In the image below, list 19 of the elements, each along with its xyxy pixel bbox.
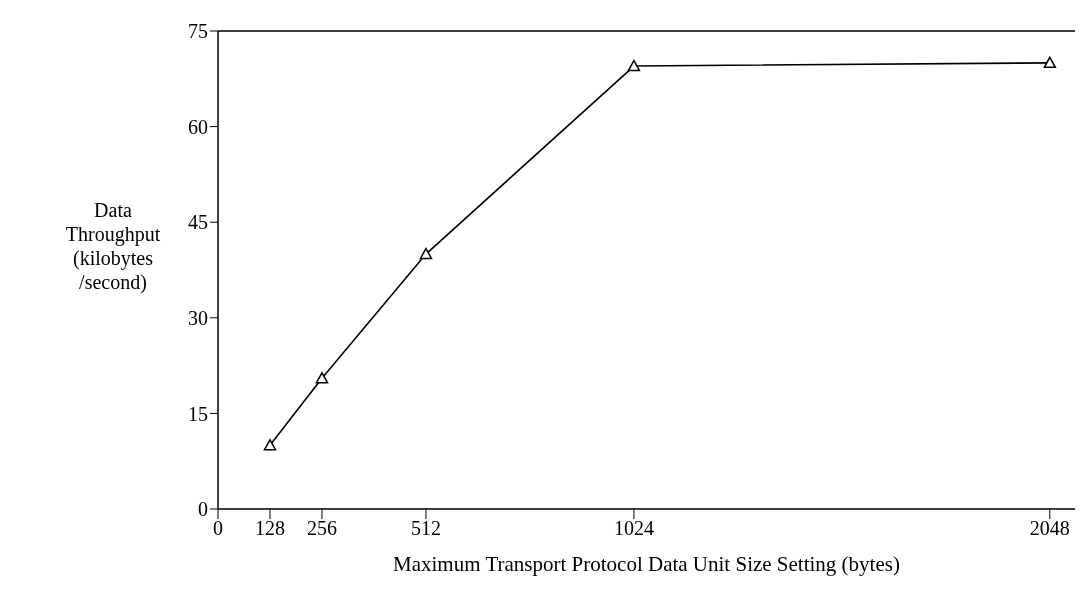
- y-tick-label: 30: [188, 306, 208, 329]
- point: [315, 372, 329, 384]
- y-tick-label: 0: [198, 498, 208, 521]
- x-tick-label: 2048: [1029, 517, 1070, 540]
- y-tick-label: 60: [188, 115, 208, 138]
- point: [419, 247, 433, 260]
- y-axis-title: Data Throughput (kilobytes /second): [65, 199, 161, 294]
- x-tick-label: 0: [213, 517, 223, 540]
- y-tick-label: 45: [188, 211, 208, 234]
- point: [263, 439, 277, 451]
- y-tick-label: 15: [188, 402, 208, 425]
- x-tick-label: 128: [254, 517, 285, 540]
- y-tick-label: 75: [188, 20, 208, 43]
- x-tick-label: 1024: [613, 517, 654, 540]
- x-tick-label: 512: [410, 517, 441, 540]
- point: [1043, 56, 1057, 69]
- x-axis-title: Maximum Transport Protocol Data Unit Size Setting (bytes): [393, 552, 900, 576]
- point: [627, 59, 641, 72]
- x-tick-label: 256: [306, 517, 337, 540]
